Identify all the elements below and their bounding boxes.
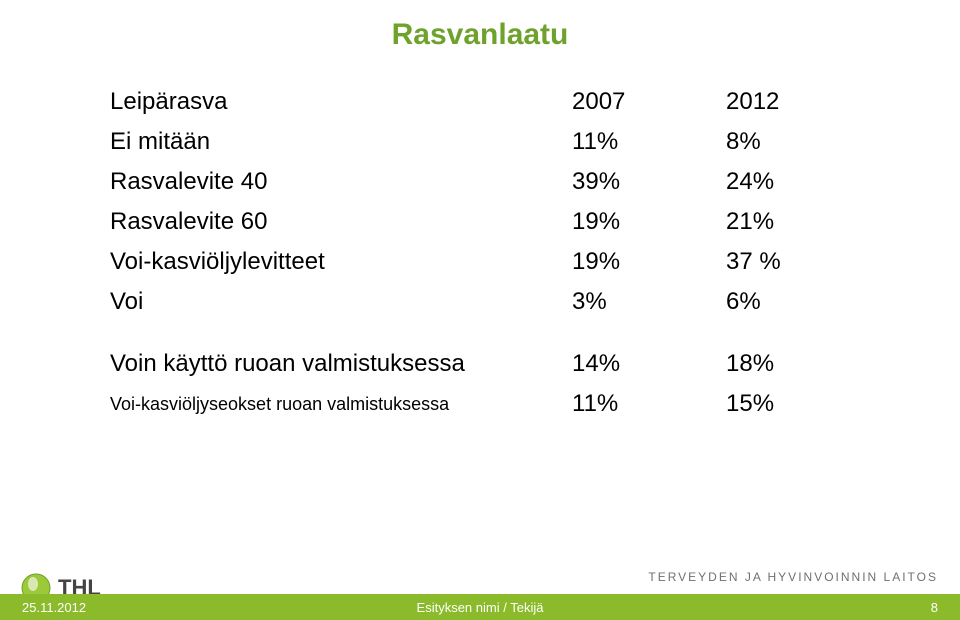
row-val2: 18%	[726, 344, 880, 384]
footer-bar: 25.11.2012 Esityksen nimi / Tekijä 8	[0, 594, 960, 620]
header-col2: 2012	[726, 82, 880, 122]
row-val1: 11%	[572, 122, 726, 162]
row-label: Voi	[110, 282, 572, 322]
slide-title: Rasvanlaatu	[0, 0, 960, 52]
row-label: Rasvalevite 60	[110, 202, 572, 242]
row-label: Rasvalevite 40	[110, 162, 572, 202]
row-val2: 21%	[726, 202, 880, 242]
table-row: Voin käyttö ruoan valmistuksessa 14% 18%	[110, 344, 880, 384]
table-row: Rasvalevite 60 19% 21%	[110, 202, 880, 242]
table-row: Ei mitään 11% 8%	[110, 122, 880, 162]
header-col1: 2007	[572, 82, 726, 122]
spacer-row	[110, 322, 880, 344]
table-header-row: Leipärasva 2007 2012	[110, 82, 880, 122]
row-val1: 19%	[572, 242, 726, 282]
data-table: Leipärasva 2007 2012 Ei mitään 11% 8% Ra…	[110, 82, 880, 424]
footer-page-number: 8	[931, 600, 938, 615]
footer-date: 25.11.2012	[22, 600, 86, 615]
row-label: Voi-kasviöljylevitteet	[110, 242, 572, 282]
table-row: Voi-kasviöljyseokset ruoan valmistuksess…	[110, 384, 880, 424]
row-val1: 19%	[572, 202, 726, 242]
row-label: Ei mitään	[110, 122, 572, 162]
table-row: Rasvalevite 40 39% 24%	[110, 162, 880, 202]
table-row: Voi 3% 6%	[110, 282, 880, 322]
row-val1: 11%	[572, 384, 726, 424]
row-val1: 3%	[572, 282, 726, 322]
org-line: TERVEYDEN JA HYVINVOINNIN LAITOS	[648, 570, 938, 584]
footer-center-text: Esityksen nimi / Tekijä	[0, 600, 960, 615]
row-val1: 14%	[572, 344, 726, 384]
content-area: Leipärasva 2007 2012 Ei mitään 11% 8% Ra…	[0, 52, 960, 424]
footer: THL TERVEYDEN JA HYVINVOINNIN LAITOS 25.…	[0, 560, 960, 620]
header-label: Leipärasva	[110, 82, 572, 122]
row-val2: 37 %	[726, 242, 880, 282]
table-row: Voi-kasviöljylevitteet 19% 37 %	[110, 242, 880, 282]
row-label: Voin käyttö ruoan valmistuksessa	[110, 344, 572, 384]
row-val2: 8%	[726, 122, 880, 162]
row-val2: 6%	[726, 282, 880, 322]
row-val1: 39%	[572, 162, 726, 202]
row-val2: 24%	[726, 162, 880, 202]
row-label: Voi-kasviöljyseokset ruoan valmistuksess…	[110, 384, 572, 424]
row-val2: 15%	[726, 384, 880, 424]
